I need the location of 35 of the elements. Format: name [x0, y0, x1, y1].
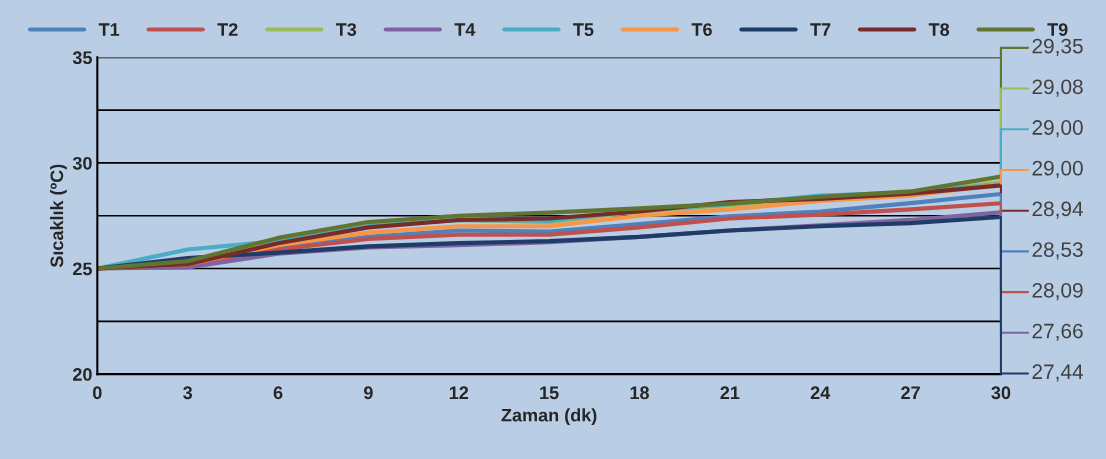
x-tick-label: 30 [991, 386, 1011, 400]
x-tick-label: 27 [901, 386, 920, 399]
x-tick-label: 12 [449, 386, 469, 399]
legend-label: T1 [98, 23, 120, 36]
x-axis-title: Zaman (dk) [501, 408, 597, 426]
legend-label: T4 [454, 23, 476, 36]
data-label: 28,53 [1032, 242, 1083, 260]
legend-label: T8 [928, 23, 950, 36]
x-tick-label: 0 [93, 386, 102, 400]
x-tick-label: 24 [810, 386, 831, 399]
data-label: 27,66 [1032, 323, 1083, 341]
data-label: 29,08 [1032, 79, 1083, 97]
y-tick-label: 20 [73, 368, 92, 381]
data-label: 28,09 [1032, 282, 1083, 301]
data-label: 29,35 [1032, 38, 1083, 56]
legend-label: T5 [573, 23, 594, 36]
x-tick-label: 6 [273, 386, 283, 400]
legend-label: T9 [1047, 23, 1068, 36]
x-tick-label: 9 [364, 386, 373, 400]
data-label: 27,44 [1032, 364, 1084, 382]
y-tick-label: 35 [72, 51, 92, 65]
data-label: 28,94 [1032, 201, 1084, 219]
legend-label: T7 [810, 23, 831, 36]
legend-label: T6 [691, 23, 712, 36]
y-tick-label: 30 [72, 156, 92, 170]
y-tick-label: 25 [73, 262, 92, 276]
legend-label: T3 [335, 23, 357, 36]
data-label: 29,00 [1032, 120, 1083, 138]
x-tick-label: 15 [540, 386, 559, 400]
data-label: 29,00 [1032, 160, 1083, 179]
x-tick-label: 18 [630, 386, 649, 400]
legend-label: T2 [217, 23, 238, 36]
x-tick-label: 21 [720, 386, 740, 399]
y-axis-title: Sıcaklık (ºC) [50, 164, 67, 268]
x-tick-label: 3 [183, 386, 193, 400]
